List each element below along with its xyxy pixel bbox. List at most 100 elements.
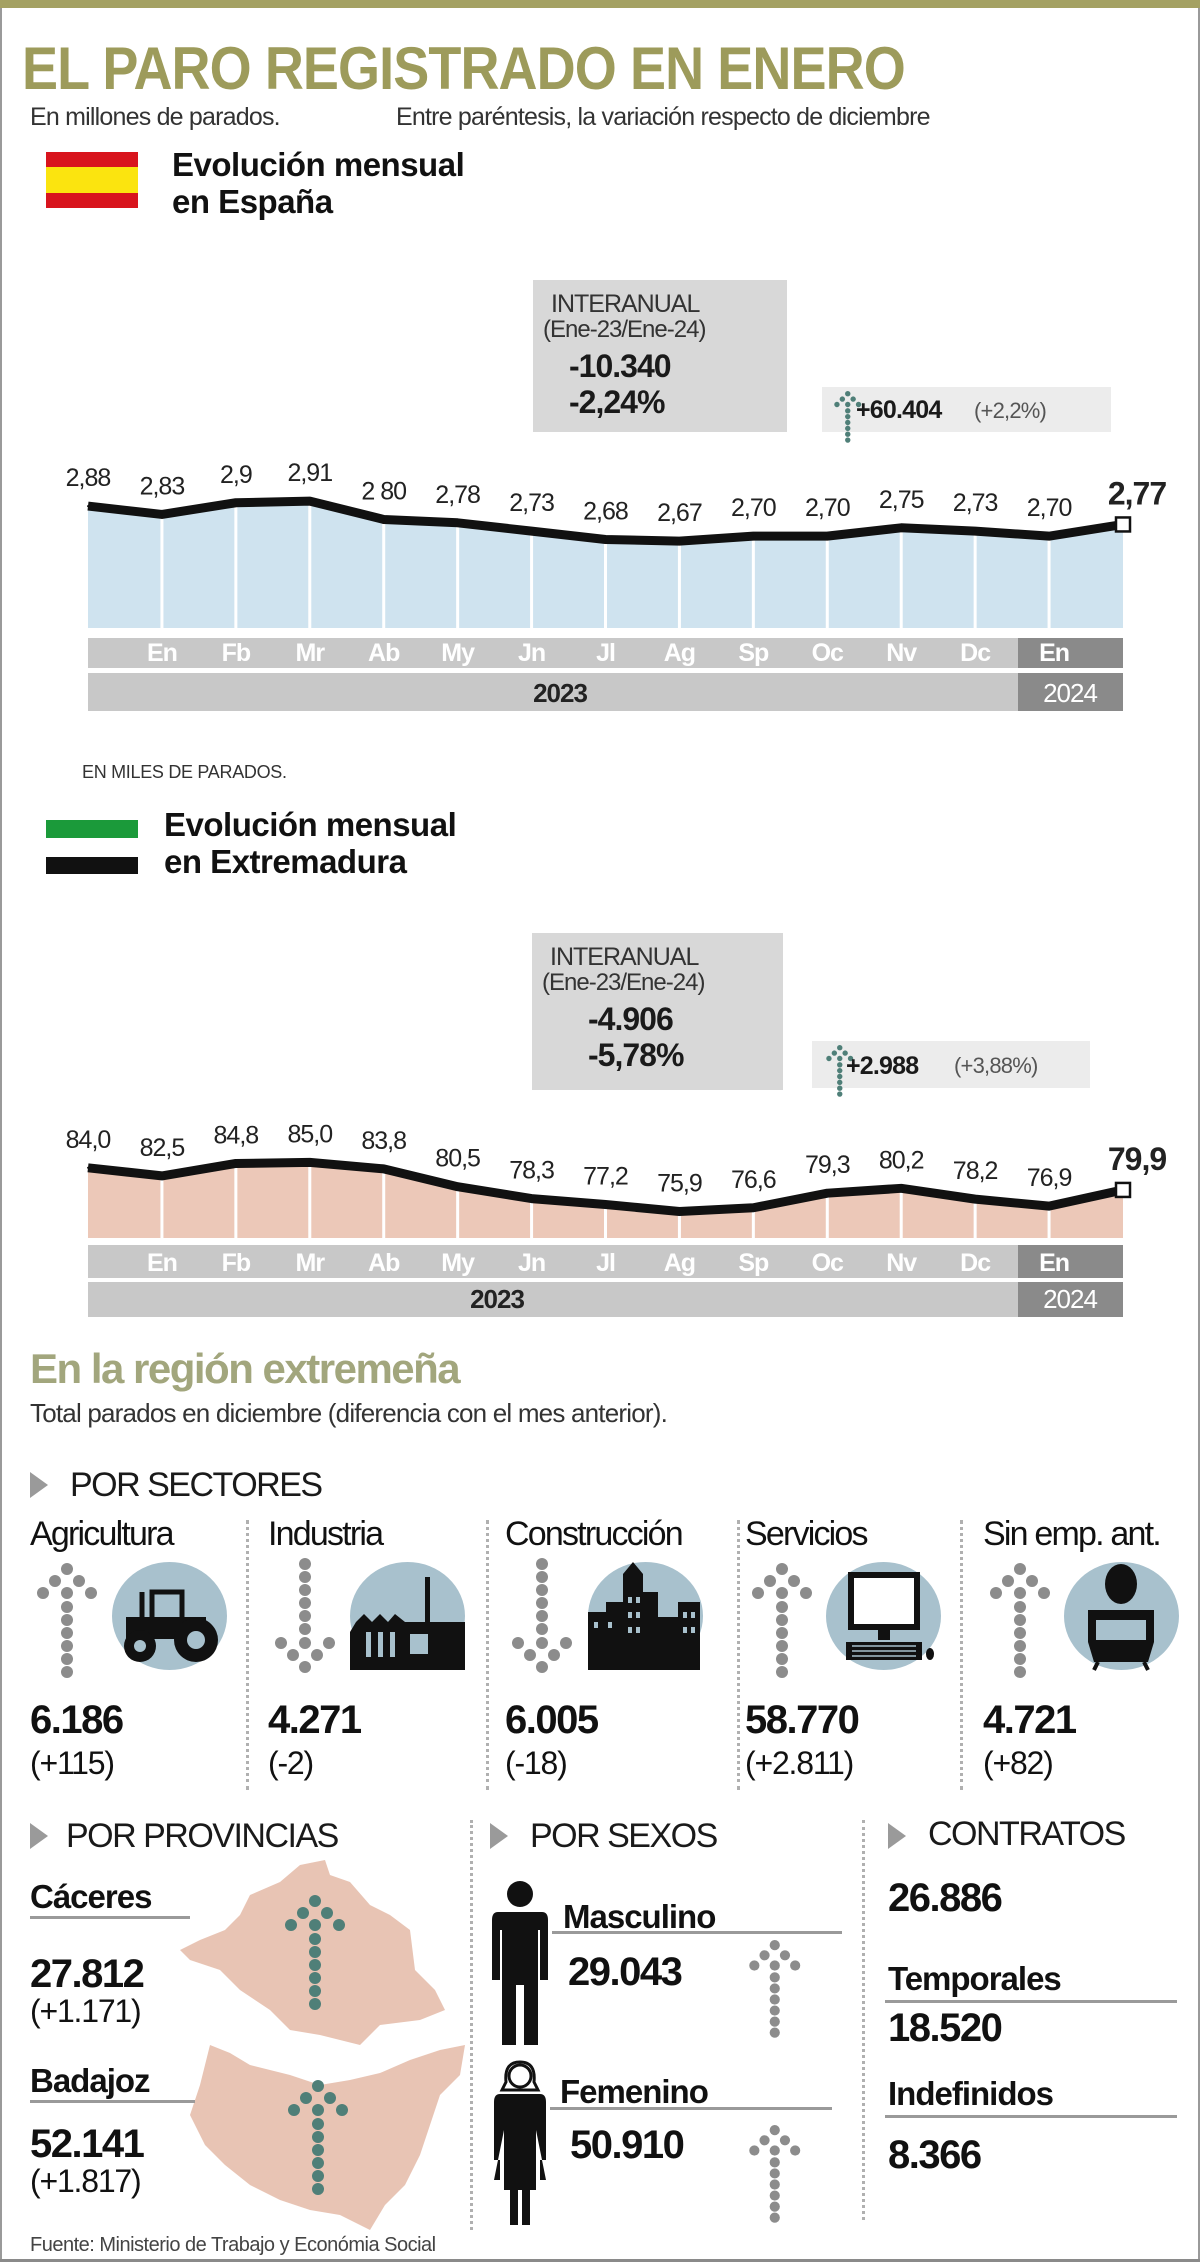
month-tick-label: Dc (960, 639, 991, 667)
sex-value: 50.910 (570, 2123, 685, 2167)
data-point (678, 540, 681, 543)
arrow-dot (776, 1601, 788, 1613)
arrow-dot (309, 1972, 321, 1984)
month-tick-label: Jn (518, 1249, 545, 1277)
arrow-dot (779, 1950, 791, 1961)
last-point-marker (1114, 1181, 1132, 1199)
data-label: 2,83 (140, 472, 185, 500)
province-change: (+1.171) (30, 1993, 142, 2029)
year-axis-bar-current (1018, 673, 1123, 711)
arrow-dot (769, 1994, 780, 2005)
month-tick-label: En (147, 1249, 177, 1277)
monthly-change-value: +2.988 (846, 1052, 919, 1080)
data-point (826, 535, 829, 538)
arrow-up-icon (749, 1940, 801, 2038)
data-label: 79,3 (805, 1151, 850, 1179)
divider (470, 1820, 473, 2230)
data-label: 2,70 (1027, 494, 1072, 522)
arrow-dot (834, 401, 840, 408)
arrow-dot (299, 1623, 311, 1635)
extremadura-flag-black-stripe (46, 857, 138, 874)
arrow-dot (299, 1584, 311, 1596)
month-tick-label: Nv (886, 639, 917, 667)
underline (885, 2115, 1177, 2118)
interanual-abs: -4.906 (588, 1001, 674, 1037)
data-point (974, 530, 977, 533)
spain-area-chart: 2,88 2,83 2,9 2,91 2 80 2,78 2,73 2,68 2,67 2,70 2… (66, 459, 1167, 711)
computer-icon (826, 1562, 941, 1670)
arrow-dot (336, 2104, 348, 2116)
data-label: 83,8 (361, 1127, 406, 1155)
arrow-dot (512, 1637, 524, 1649)
arrow-dot (769, 2027, 780, 2038)
arrow-dot (826, 1055, 832, 1062)
extremadura-legend-line1: Evolución mensual (164, 806, 457, 843)
sector-label: Construcción (505, 1515, 684, 1553)
arrow-dot (312, 2131, 324, 2143)
data-point (604, 1203, 607, 1206)
arrow-down-icon (512, 1558, 572, 1673)
arrow-dot (37, 1587, 49, 1599)
triangle-bullet-icon (490, 1823, 508, 1849)
spain-legend-line2: en España (172, 183, 333, 220)
monthly-change-pct: (+3,88%) (954, 1053, 1038, 1078)
arrow-dot (1014, 1666, 1026, 1678)
interanual-abs: -10.340 (569, 348, 672, 384)
data-label: 75,9 (657, 1170, 702, 1198)
factory-icon (350, 1562, 465, 1670)
arrow-up-icon (285, 1895, 345, 2010)
month-tick-label: En (1039, 1249, 1069, 1277)
arrow-dot (769, 2157, 780, 2168)
unit-note: En millones de parados. (30, 103, 281, 131)
arrow-up-icon (749, 2125, 801, 2223)
arrow-dot (285, 1919, 297, 1931)
data-point (530, 530, 533, 533)
interanual-period: (Ene-23/Ene-24) (542, 969, 705, 996)
sectors-heading: POR SECTORES (70, 1466, 323, 1504)
arrow-dot (845, 413, 851, 420)
contract-value: 8.366 (888, 2133, 982, 2177)
buildings-icon (588, 1562, 703, 1670)
spain-flag-icon (46, 152, 138, 208)
arrow-dot (831, 1050, 838, 1056)
arrow-dot (845, 391, 851, 397)
arrow-dot (776, 1666, 788, 1678)
arrow-dot (61, 1614, 73, 1626)
month-tick-label: En (147, 639, 177, 667)
arrow-dot (769, 1983, 780, 1994)
arrow-dot (790, 2145, 801, 2156)
tractor-icon (112, 1562, 227, 1670)
data-label: 2,68 (583, 497, 628, 525)
arrow-dot (837, 1091, 843, 1097)
arrow-dot (769, 2016, 780, 2027)
arrow-dot (536, 1597, 548, 1609)
extremadura-legend-line2: en Extremadura (164, 843, 407, 880)
arrow-dot (769, 2168, 780, 2179)
arrow-dot (779, 2135, 791, 2146)
data-label: 2,78 (435, 481, 480, 509)
extremadura-interanual-box: INTERANUAL (Ene-23/Ene-24) -4.906 -5,78% (532, 933, 783, 1090)
interanual-label: INTERANUAL (550, 943, 699, 971)
data-label: 2,67 (657, 499, 702, 527)
month-axis-bar-current (1018, 638, 1123, 668)
data-label: 2,73 (953, 489, 998, 517)
arrow-dot (1026, 1575, 1038, 1587)
arrow-dot (61, 1666, 73, 1678)
interanual-period: (Ene-23/Ene-24) (543, 316, 706, 343)
divider (960, 1520, 963, 1790)
badajoz-map-icon (190, 2045, 465, 2230)
data-point (900, 1187, 903, 1190)
frame-border-bottom (0, 2259, 1200, 2262)
arrow-dot (837, 1067, 843, 1074)
underline (550, 2107, 832, 2110)
data-label: 2,75 (879, 486, 924, 514)
data-point (87, 505, 89, 508)
arrow-dot (769, 2190, 780, 2201)
sex-value: 29.043 (568, 1950, 683, 1994)
arrow-dot (536, 1637, 548, 1649)
arrow-dot (61, 1640, 73, 1652)
arrow-dot (1002, 1575, 1014, 1587)
data-point (308, 500, 311, 503)
month-axis-bar-current (1018, 1245, 1123, 1278)
arrow-dot (850, 396, 856, 402)
